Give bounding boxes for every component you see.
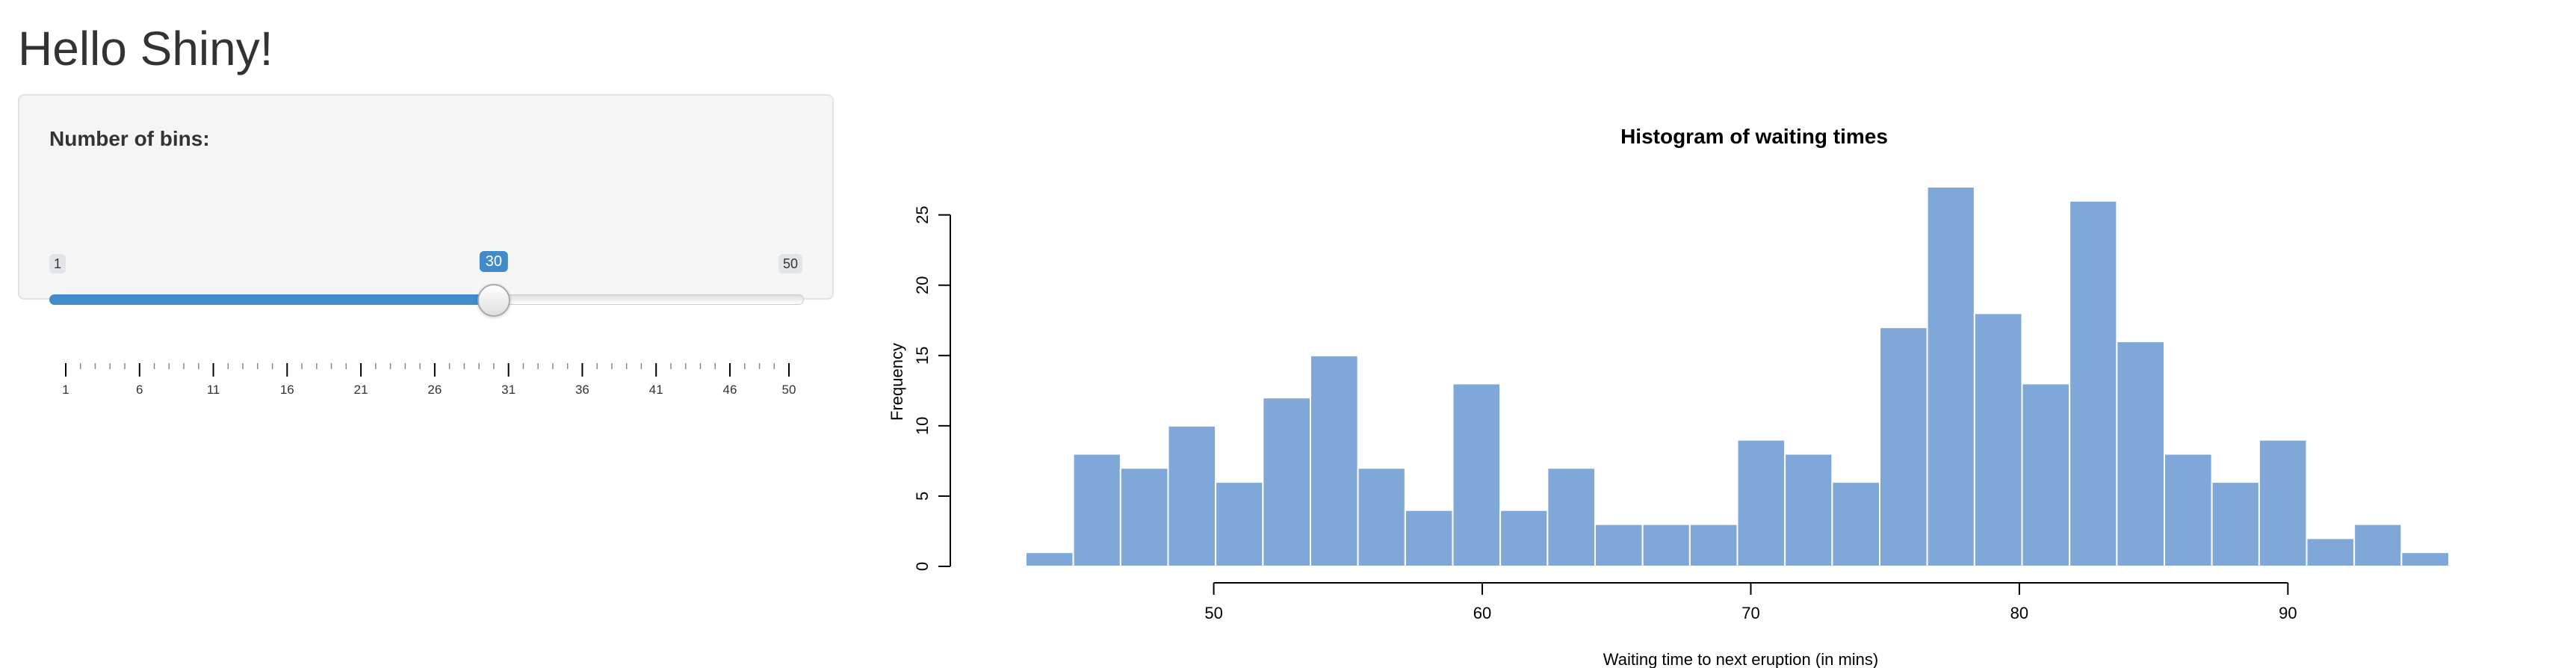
- slider-handle[interactable]: [477, 284, 510, 317]
- histogram-bar: [1072, 453, 1121, 567]
- y-tick-label: 20: [913, 276, 932, 294]
- slider-grid-label: 21: [353, 383, 368, 397]
- slider-grid-label: 31: [501, 383, 516, 397]
- histogram-bar: [2353, 523, 2403, 567]
- slider-grid-label: 11: [206, 383, 220, 397]
- sidebar-panel: Number of bins: 1 50 30 1 6 11 16 21 26 31 36 41…: [18, 94, 834, 397]
- y-tick-label: 0: [913, 562, 932, 571]
- y-tick-label: 10: [913, 417, 932, 435]
- slider-grid-label: 41: [648, 383, 663, 397]
- histogram-bar: [1025, 551, 1074, 567]
- histogram-bar: [1973, 312, 2023, 567]
- histogram-bar: [1641, 523, 1691, 567]
- slider-max-label: 50: [778, 254, 803, 273]
- histogram-bar: [2164, 453, 2213, 567]
- y-tick-label: 5: [913, 492, 932, 501]
- histogram-bar: [1404, 509, 1454, 567]
- histogram-bar: [1167, 424, 1217, 567]
- page-title: Hello Shiny!: [18, 22, 273, 75]
- histogram-bar: [1926, 186, 1975, 567]
- y-axis-label: Frequency: [888, 343, 906, 421]
- histogram-bar: [2116, 340, 2166, 567]
- histogram-bar: [1499, 509, 1549, 567]
- x-tick-label: 60: [1473, 604, 1491, 622]
- histogram-bar: [1310, 354, 1359, 567]
- histogram-bars: [1025, 186, 2450, 567]
- histogram-bar: [1215, 481, 1264, 567]
- histogram-bar: [1736, 439, 1786, 567]
- slider-grid-label: 46: [722, 383, 737, 397]
- slider-grid-label: 50: [781, 383, 796, 397]
- histogram-bar: [1831, 481, 1881, 567]
- histogram-bar: [1784, 453, 1833, 567]
- histogram-bar: [2021, 383, 2071, 567]
- histogram-bar: [2211, 481, 2260, 567]
- histogram-bar: [1452, 383, 1502, 567]
- histogram-bar: [1262, 397, 1311, 567]
- y-tick-label: 25: [913, 205, 932, 223]
- x-tick-label: 80: [2010, 604, 2028, 622]
- y-tick-label: 15: [913, 347, 932, 365]
- histogram-bar: [1879, 327, 1928, 567]
- histogram-bar: [1357, 467, 1406, 567]
- slider-label: Number of bins:: [49, 127, 210, 150]
- histogram-bar: [2258, 439, 2308, 567]
- histogram-bar: [1546, 467, 1596, 567]
- x-axis-label: Waiting time to next eruption (in mins): [1603, 650, 1878, 668]
- y-axis: 0 5 10 15 20 25: [913, 205, 951, 571]
- bins-slider[interactable]: 1 50 30 1 6 11 16 21 26 31 36 41 46 50: [49, 155, 804, 397]
- histogram-bar: [2400, 551, 2450, 567]
- histogram-bar: [1594, 523, 1644, 567]
- slider-grid-label: 36: [575, 383, 589, 397]
- x-tick-label: 70: [1741, 604, 1759, 622]
- slider-grid-label: 16: [279, 383, 294, 397]
- x-tick-label: 50: [1204, 604, 1222, 622]
- x-tick-label: 90: [2279, 604, 2297, 622]
- slider-fill: [49, 294, 494, 305]
- chart-title: Histogram of waiting times: [1620, 125, 1888, 148]
- slider-min-label: 1: [49, 254, 66, 273]
- slider-grid-label: 26: [427, 383, 442, 397]
- histogram-bar: [2069, 200, 2118, 567]
- slider-grid-label: 6: [136, 383, 143, 397]
- slider-grid-label: 1: [62, 383, 69, 397]
- histogram-plot: Histogram of waiting times Frequency Wai…: [888, 125, 2450, 668]
- histogram-bar: [1119, 467, 1169, 567]
- histogram-bar: [2306, 537, 2356, 567]
- x-axis: 50 60 70 80 90: [1204, 582, 2297, 622]
- slider-value-label: 30: [479, 251, 509, 272]
- histogram-bar: [1688, 523, 1739, 567]
